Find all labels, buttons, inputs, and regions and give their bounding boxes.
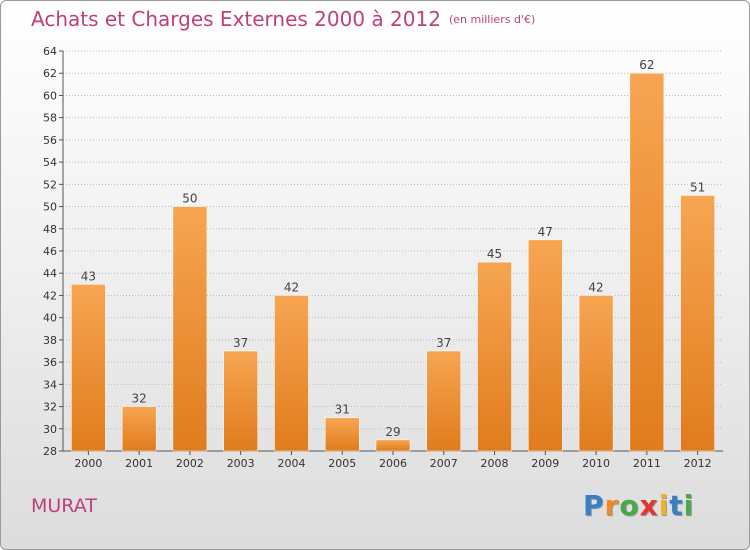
y-tick-label: 54	[43, 156, 57, 169]
y-tick-label: 50	[43, 201, 57, 214]
logo-letter: o	[619, 489, 640, 522]
x-tick-label: 2000	[74, 457, 102, 470]
x-tick-label: 2001	[125, 457, 153, 470]
y-tick-label: 28	[43, 445, 57, 458]
bar-value-label: 37	[436, 336, 451, 350]
x-tick-label: 2003	[227, 457, 255, 470]
commune-name: MURAT	[31, 495, 97, 517]
x-tick-label: 2004	[277, 457, 305, 470]
logo-letter: P	[583, 489, 605, 522]
bar-value-label: 50	[182, 192, 197, 206]
bar-value-label: 42	[284, 280, 299, 294]
bar	[528, 239, 563, 452]
y-tick-label: 58	[43, 112, 57, 125]
bar	[172, 206, 208, 452]
logo-letter: i	[683, 489, 695, 522]
bar	[578, 295, 614, 452]
bar-value-label: 43	[81, 269, 96, 283]
y-tick-label: 38	[43, 334, 57, 347]
bar-value-label: 47	[538, 225, 553, 239]
logo-letter: t	[669, 489, 684, 522]
chart-title-text: Achats et Charges Externes 2000 à 2012	[31, 7, 441, 31]
y-tick-label: 64	[43, 45, 57, 58]
x-tick-label: 2012	[684, 457, 712, 470]
bar-value-label: 32	[132, 392, 147, 406]
y-tick-label: 56	[43, 134, 57, 147]
y-tick-label: 40	[43, 312, 57, 325]
bar	[477, 261, 512, 452]
y-tick-label: 34	[43, 378, 57, 391]
bar	[426, 350, 462, 452]
y-tick-label: 48	[43, 223, 57, 236]
bar	[629, 72, 665, 452]
bar-value-label: 62	[639, 58, 654, 72]
y-tick-label: 30	[43, 423, 57, 436]
logo-letter: r	[604, 489, 620, 522]
chart-unit: (en milliers d'€)	[448, 13, 536, 26]
bar	[274, 295, 309, 452]
x-tick-label: 2008	[481, 457, 509, 470]
bar-value-label: 29	[385, 425, 400, 439]
y-tick-label: 32	[43, 401, 57, 414]
y-tick-label: 46	[43, 245, 57, 258]
x-tick-label: 2011	[633, 457, 661, 470]
y-tick-label: 60	[43, 89, 57, 102]
x-tick-label: 2005	[328, 457, 356, 470]
bar-value-label: 42	[588, 280, 603, 294]
x-tick-label: 2002	[176, 457, 204, 470]
chart-title: Achats et Charges Externes 2000 à 2012 (e…	[31, 7, 535, 31]
x-tick-label: 2006	[379, 457, 407, 470]
logo-letter: x	[639, 489, 659, 522]
bar-value-label: 51	[690, 180, 705, 194]
bar	[680, 195, 715, 452]
bar-value-label: 31	[335, 403, 350, 417]
bar	[223, 350, 258, 452]
y-tick-label: 42	[43, 289, 57, 302]
bar	[375, 439, 411, 452]
bar-value-label: 37	[233, 336, 248, 350]
bar	[324, 417, 360, 452]
x-tick-label: 2009	[531, 457, 559, 470]
bar	[121, 406, 157, 452]
y-tick-label: 62	[43, 67, 57, 80]
x-tick-label: 2010	[582, 457, 610, 470]
bar	[71, 284, 106, 452]
y-tick-label: 36	[43, 356, 57, 369]
y-tick-label: 44	[43, 267, 57, 280]
x-tick-label: 2007	[430, 457, 458, 470]
logo-letter: i	[658, 489, 670, 522]
bar-value-label: 45	[487, 247, 502, 261]
y-tick-label: 52	[43, 178, 57, 191]
proxiti-logo: Proxiti	[583, 489, 694, 522]
